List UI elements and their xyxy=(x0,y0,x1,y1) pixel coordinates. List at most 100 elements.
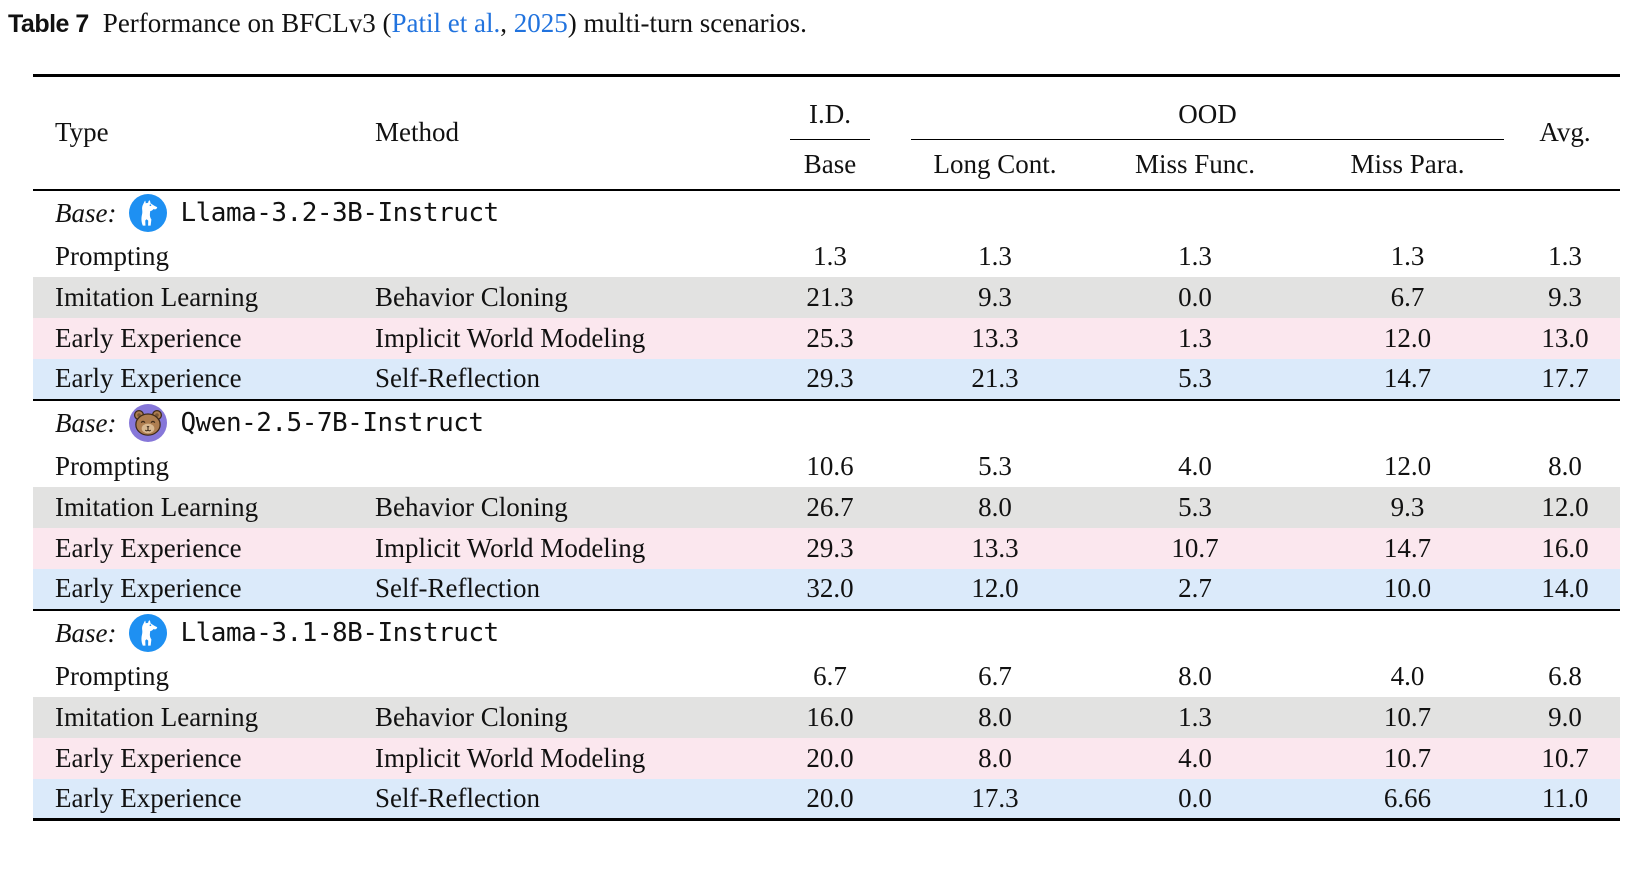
value-cell: 20.0 xyxy=(806,742,854,773)
value-cell: 21.3 xyxy=(971,363,1019,393)
value-cell: 6.7 xyxy=(1390,281,1425,312)
value-cell: 13.3 xyxy=(971,322,1019,353)
value-cell: 8.0 xyxy=(978,742,1012,773)
method-cell xyxy=(365,236,755,277)
table-row: Early Experience Implicit World Modeling… xyxy=(33,737,1620,779)
value-cell: 10.7 xyxy=(1383,701,1432,732)
llama-icon xyxy=(129,614,168,652)
value-cell: 10.7 xyxy=(1541,742,1589,773)
citation-author-link[interactable]: Patil et al. xyxy=(391,8,501,38)
value-cell: 0.0 xyxy=(1178,782,1212,813)
value-cell: 5.3 xyxy=(1178,363,1212,393)
value-cell: 13.0 xyxy=(1541,322,1589,353)
col-header-avg: Avg. xyxy=(1539,117,1591,148)
value-cell: 8.0 xyxy=(1178,660,1212,691)
section-header-llama-3-2-3b: Base: Llama-3.2-3B-Instruct xyxy=(33,190,1620,236)
value-cell: 16.0 xyxy=(806,701,854,732)
value-cell: 20.0 xyxy=(806,782,854,813)
section-header-llama-3-1-8b: Base: Llama-3.1-8B-Instruct xyxy=(33,609,1620,656)
value-cell: 14.0 xyxy=(1541,573,1589,603)
type-cell: Early Experience xyxy=(55,363,242,393)
caption-label: Table 7 xyxy=(8,10,89,38)
model-name: Llama-3.2-3B-Instruct xyxy=(180,198,499,228)
value-cell: 29.3 xyxy=(806,532,854,563)
base-label: Base: xyxy=(55,617,117,648)
value-cell: 4.0 xyxy=(1178,742,1212,773)
value-cell: 12.0 xyxy=(971,573,1019,603)
type-cell: Early Experience xyxy=(55,322,242,353)
value-cell: 1.3 xyxy=(1390,240,1425,271)
value-cell: 25.3 xyxy=(806,322,854,353)
value-cell: 9.0 xyxy=(1548,701,1582,732)
value-cell: 12.0 xyxy=(1383,322,1432,353)
type-cell: Early Experience xyxy=(55,573,242,603)
value-cell: 10.0 xyxy=(1383,573,1432,603)
ood-group-rule xyxy=(911,138,1504,140)
value-cell: 10.7 xyxy=(1383,742,1432,773)
value-cell: 32.0 xyxy=(806,573,854,603)
type-cell: Early Experience xyxy=(55,742,242,773)
col-header-type: Type xyxy=(55,117,109,148)
type-cell: Early Experience xyxy=(55,532,242,563)
id-group-rule xyxy=(790,138,870,140)
table-row: Prompting 6.7 6.7 8.0 4.0 6.8 xyxy=(33,656,1620,697)
value-cell: 8.0 xyxy=(1548,450,1582,481)
value-cell: 5.3 xyxy=(978,450,1012,481)
value-cell: 4.0 xyxy=(1390,660,1425,691)
value-cell: 17.3 xyxy=(971,782,1019,813)
table-row: Early Experience Implicit World Modeling… xyxy=(33,317,1620,359)
type-cell: Imitation Learning xyxy=(55,281,259,312)
results-table: Type Method I.D. OOD Avg. Base Long Cont… xyxy=(33,74,1620,821)
table-row: Early Experience Implicit World Modeling… xyxy=(33,527,1620,569)
base-label: Base: xyxy=(55,197,117,228)
table-header: Type Method I.D. OOD Avg. Base Long Cont… xyxy=(33,76,1620,190)
value-cell: 10.6 xyxy=(806,450,854,481)
value-cell: 12.0 xyxy=(1541,491,1589,522)
value-cell: 2.7 xyxy=(1178,573,1212,603)
type-cell: Prompting xyxy=(55,240,170,271)
value-cell: 0.0 xyxy=(1178,281,1212,312)
caption-separator: , xyxy=(500,8,514,38)
table-row: Early Experience Self-Reflection 32.0 12… xyxy=(33,568,1620,610)
value-cell: 10.7 xyxy=(1171,532,1219,563)
value-cell: 14.7 xyxy=(1383,363,1432,393)
value-cell: 1.3 xyxy=(1548,240,1582,271)
table-caption: Table 7 Performance on BFCLv3 (Patil et a… xyxy=(8,8,807,39)
method-cell xyxy=(365,656,755,697)
value-cell: 29.3 xyxy=(806,363,854,393)
table-row: Early Experience Self-Reflection 29.3 21… xyxy=(33,358,1620,400)
method-cell: Implicit World Modeling xyxy=(375,742,646,773)
value-cell: 11.0 xyxy=(1541,782,1589,813)
model-name: Qwen-2.5-7B-Instruct xyxy=(180,408,484,438)
value-cell: 12.0 xyxy=(1383,450,1432,481)
value-cell: 1.3 xyxy=(1178,701,1212,732)
table-row: Imitation Learning Behavior Cloning 21.3… xyxy=(33,276,1620,318)
value-cell: 4.0 xyxy=(1178,450,1212,481)
value-cell: 26.7 xyxy=(806,491,854,522)
method-cell: Behavior Cloning xyxy=(375,701,568,732)
col-header-base: Base xyxy=(803,148,857,179)
value-cell: 1.3 xyxy=(978,240,1012,271)
method-cell: Behavior Cloning xyxy=(375,491,568,522)
col-group-ood: OOD xyxy=(905,76,1510,140)
method-cell: Implicit World Modeling xyxy=(375,532,646,563)
value-cell: 6.8 xyxy=(1548,660,1582,691)
type-cell: Imitation Learning xyxy=(55,701,259,732)
value-cell: 9.3 xyxy=(1390,491,1425,522)
type-cell: Prompting xyxy=(55,660,170,691)
value-cell: 17.7 xyxy=(1541,363,1589,393)
llama-icon xyxy=(129,194,168,232)
citation-year-link[interactable]: 2025 xyxy=(513,8,568,38)
value-cell: 1.3 xyxy=(1178,322,1212,353)
caption-suffix: ) multi-turn scenarios. xyxy=(567,8,807,38)
table-row: Prompting 1.3 1.3 1.3 1.3 1.3 xyxy=(33,236,1620,277)
type-cell: Imitation Learning xyxy=(55,491,259,522)
method-cell: Implicit World Modeling xyxy=(375,322,646,353)
table-row: Early Experience Self-Reflection 20.0 17… xyxy=(33,778,1620,820)
value-cell: 8.0 xyxy=(978,701,1012,732)
col-header-method: Method xyxy=(375,117,459,148)
table-row: Imitation Learning Behavior Cloning 16.0… xyxy=(33,696,1620,738)
value-cell: 6.7 xyxy=(813,660,847,691)
value-cell: 1.3 xyxy=(1178,240,1212,271)
value-cell: 9.3 xyxy=(978,281,1012,312)
